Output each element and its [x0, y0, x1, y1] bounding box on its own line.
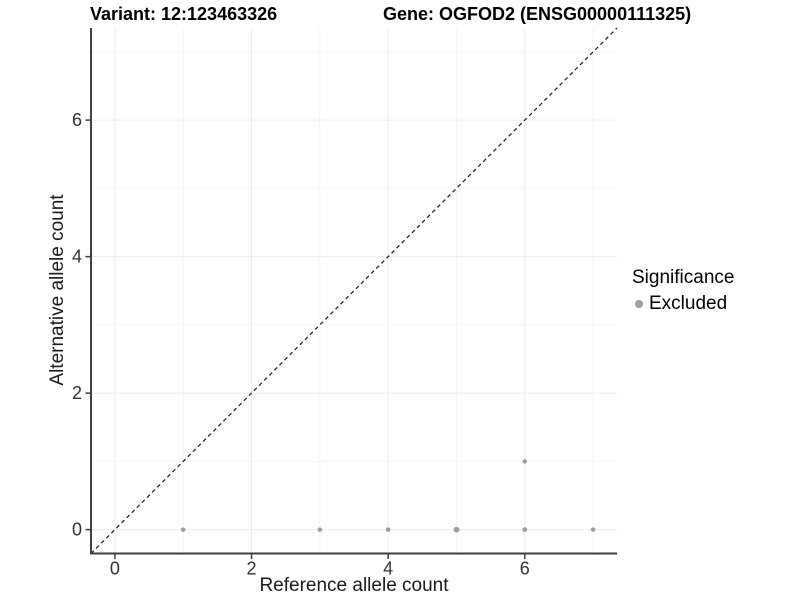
- legend-item-excluded: Excluded: [632, 293, 734, 315]
- x-axis-title: Reference allele count: [259, 575, 449, 596]
- plot-title-gene: Gene: OGFOD2 (ENSG00000111325): [383, 4, 692, 24]
- data-point: [590, 527, 596, 532]
- legend: Significance Excluded: [632, 267, 734, 315]
- y-tick-label: 4: [72, 247, 82, 267]
- identity-line: [90, 27, 618, 554]
- data-point: [317, 527, 323, 532]
- plot-title-variant: Variant: 12:123463326: [90, 4, 278, 24]
- y-tick-label: 0: [72, 520, 82, 540]
- data-point: [522, 459, 528, 464]
- legend-item-label: Excluded: [649, 293, 728, 314]
- x-tick-label: 4: [383, 559, 393, 579]
- x-tick-label: 6: [520, 559, 530, 579]
- data-point: [385, 527, 391, 532]
- data-point: [180, 527, 186, 532]
- x-tick-label: 2: [247, 559, 257, 579]
- x-tick-label: 0: [110, 559, 120, 579]
- data-point: [453, 526, 460, 533]
- data-point: [522, 527, 528, 533]
- y-tick-label: 2: [72, 383, 82, 403]
- y-axis-title: Alternative allele count: [47, 194, 68, 386]
- y-tick-label: 6: [72, 110, 82, 130]
- legend-point-icon: [635, 300, 643, 308]
- legend-title: Significance: [632, 267, 735, 288]
